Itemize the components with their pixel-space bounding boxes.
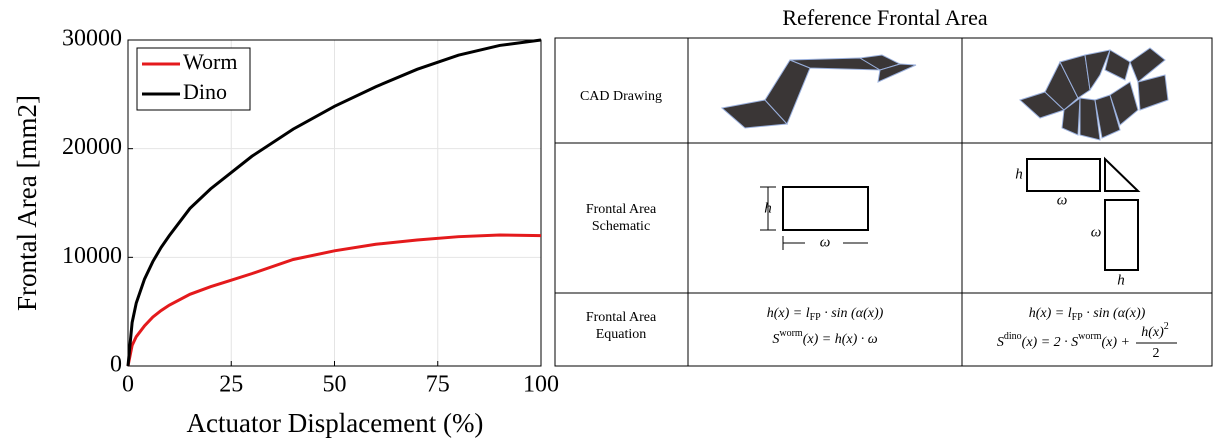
table-title: Reference Frontal Area [782,5,987,30]
x-tick-label: 75 [426,372,450,398]
worm-cad [722,55,916,128]
reference-table: Reference Frontal Area CAD Drawing Front… [555,5,1212,366]
equation: 2 [1153,346,1160,361]
legend-label: Dino [183,79,227,104]
schematic-label: h [1117,272,1125,288]
y-tick-label: 10000 [62,243,122,269]
x-tick-label: 25 [219,372,243,398]
schematic-label: ω [1057,192,1068,208]
legend-label: Worm [183,49,237,74]
row-label: Equation [596,327,647,342]
x-axis-label: Actuator Displacement (%) [187,408,484,438]
schematic-label: h [1015,166,1023,182]
x-tick-label: 0 [122,372,134,398]
worm-schematic: h ω [760,187,868,250]
equation: h(x)2 [1141,321,1169,340]
equation: Sworm(x) = h(x) · ω [772,328,877,347]
equation: h(x) = lFP · sin (α(x)) [767,306,884,323]
schematic-label: ω [820,234,831,250]
equation: Sdino(x) = 2 · Sworm(x) + [997,331,1130,350]
dino-cad [1020,48,1168,140]
row-label: Frontal Area [586,202,657,217]
plot: 0 25 50 75 100 0 10000 20000 30000 Worm Dino [62,26,559,398]
schematic-label: ω [1091,224,1102,240]
y-axis-label: Frontal Area [mm2] [12,95,42,311]
equation: h(x) = lFP · sin (α(x)) [1029,306,1146,323]
dino-schematic: h ω ω h [1015,159,1138,288]
y-tick-label: 20000 [62,134,122,160]
row-label: Frontal Area [586,310,657,325]
y-tick-label: 30000 [62,26,122,52]
row-label: Schematic [592,219,650,234]
x-tick-label: 100 [523,372,559,398]
figure: 0 25 50 75 100 0 10000 20000 30000 Worm Dino Actua… [0,0,1217,448]
row-label: CAD Drawing [580,89,662,104]
x-tick-label: 50 [323,372,347,398]
y-tick-label: 0 [110,352,122,378]
schematic-label: h [764,200,772,216]
